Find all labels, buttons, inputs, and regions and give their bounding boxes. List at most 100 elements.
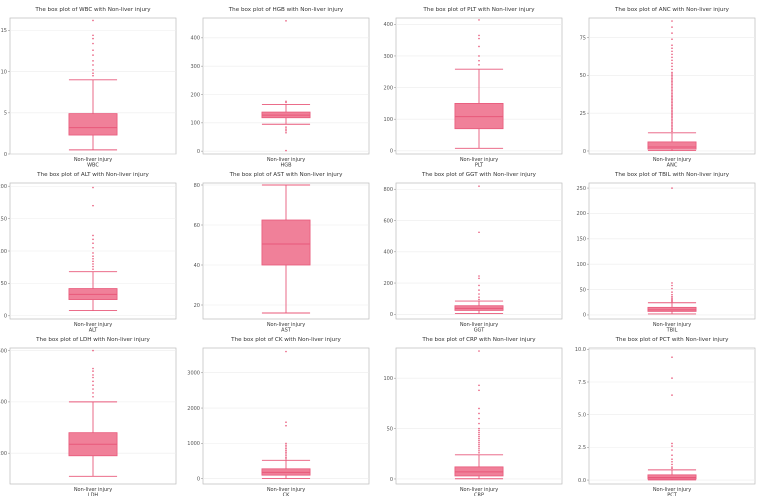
outlier-point	[671, 445, 673, 447]
iqr-box	[68, 113, 118, 136]
outlier-point	[285, 451, 287, 454]
x-axis-label: CK	[283, 493, 290, 496]
y-tick-label: 50	[580, 287, 586, 293]
y-tick-label: 200	[0, 451, 7, 457]
y-tick-label: 25	[580, 111, 586, 117]
outlier-point	[478, 429, 480, 432]
outlier-point	[478, 298, 480, 301]
outlier-point	[92, 268, 94, 270]
outlier-point	[92, 246, 94, 249]
outlier-point	[671, 467, 673, 470]
outlier-point	[671, 74, 673, 77]
outlier-point	[671, 122, 673, 125]
outlier-point	[478, 431, 480, 434]
outlier-point	[671, 129, 673, 131]
outlier-point	[285, 350, 287, 353]
outlier-point	[478, 19, 480, 21]
x-category-label: Non-liver injury	[267, 322, 305, 328]
outlier-point	[478, 384, 480, 387]
outlier-point	[671, 92, 673, 95]
y-tick-label: 400	[383, 250, 393, 256]
outlier-point	[285, 101, 287, 104]
x-axis-label: ALT	[89, 328, 99, 334]
outlier-point	[92, 186, 94, 189]
outlier-point	[671, 103, 673, 105]
outlier-point	[671, 124, 673, 127]
chart-panel-alt: The box plot of ALT with Non-liver injur…	[0, 172, 177, 334]
chart-panel-ldh: The box plot of LDH with Non-liver injur…	[0, 337, 177, 496]
outlier-point	[671, 127, 673, 130]
y-tick-label: 20	[194, 303, 200, 309]
y-tick-label: 150	[576, 237, 586, 243]
outlier-point	[671, 116, 673, 119]
iqr-box	[454, 102, 504, 130]
y-tick-label: 100	[383, 376, 393, 382]
y-tick-label: 60	[194, 223, 200, 229]
x-category-label: Non-liver injury	[653, 322, 691, 328]
chart-panel-anc: The box plot of ANC with Non-liver injur…	[580, 7, 756, 169]
outlier-point	[478, 350, 480, 352]
outlier-point	[671, 119, 673, 122]
x-axis-label: PLT	[475, 163, 484, 169]
outlier-point	[478, 59, 480, 62]
outlier-point	[285, 421, 287, 423]
y-tick-label: 75	[580, 35, 586, 41]
chart-title: The box plot of CK with Non-liver injury	[230, 337, 341, 343]
outlier-point	[285, 128, 287, 130]
outlier-point	[285, 442, 287, 445]
y-tick-label: 400	[0, 400, 7, 406]
x-category-label: Non-liver injury	[460, 157, 498, 163]
chart-panel-plt: The box plot of PLT with Non-liver injur…	[383, 7, 563, 169]
outlier-point	[92, 42, 94, 45]
x-category-label: Non-liver injury	[267, 157, 305, 163]
outlier-point	[478, 37, 480, 40]
iqr-box	[261, 219, 311, 266]
y-tick-label: 100	[190, 121, 200, 127]
outlier-point	[671, 100, 673, 102]
outlier-point	[671, 187, 673, 189]
outlier-point	[671, 89, 673, 92]
outlier-point	[671, 458, 673, 460]
y-tick-label: 200	[383, 85, 393, 91]
outlier-point	[478, 45, 480, 48]
outlier-point	[671, 65, 673, 68]
outlier-point	[92, 54, 94, 56]
outlier-point	[92, 60, 94, 62]
outlier-point	[671, 106, 673, 108]
outlier-point	[285, 20, 287, 22]
y-tick-label: 50	[1, 281, 7, 287]
outlier-point	[671, 460, 673, 463]
outlier-point	[478, 34, 480, 37]
outlier-point	[92, 234, 94, 237]
y-tick-label: 50	[580, 73, 586, 79]
y-tick-label: 300	[383, 54, 393, 60]
outlier-point	[478, 64, 480, 66]
x-axis-label: PCT	[667, 493, 678, 496]
plot-frame	[395, 182, 563, 320]
outlier-point	[671, 466, 673, 468]
outlier-point	[671, 82, 673, 84]
outlier-point	[671, 293, 673, 296]
x-category-label: Non-liver injury	[653, 157, 691, 163]
iqr-box	[647, 141, 697, 150]
chart-panel-tbil: The box plot of TBIL with Non-liver inju…	[576, 172, 756, 334]
chart-title: The box plot of ALT with Non-liver injur…	[36, 172, 149, 178]
y-tick-label: 200	[383, 281, 393, 287]
outlier-point	[671, 68, 673, 71]
outlier-point	[92, 380, 94, 383]
outlier-point	[478, 447, 480, 450]
chart-title: The box plot of PLT with Non-liver injur…	[422, 7, 535, 13]
x-axis-label: ANC	[667, 163, 678, 169]
outlier-point	[671, 126, 673, 128]
outlier-point	[671, 107, 673, 110]
outlier-point	[671, 32, 673, 34]
y-tick-label: 600	[383, 218, 393, 224]
outlier-point	[671, 77, 673, 80]
outlier-point	[671, 110, 673, 113]
y-tick-label: 0	[390, 149, 393, 155]
outlier-point	[92, 257, 94, 260]
outlier-point	[92, 37, 94, 40]
y-tick-label: 200	[190, 92, 200, 98]
chart-panel-hgb: The box plot of HGB with Non-liver injur…	[190, 7, 370, 169]
